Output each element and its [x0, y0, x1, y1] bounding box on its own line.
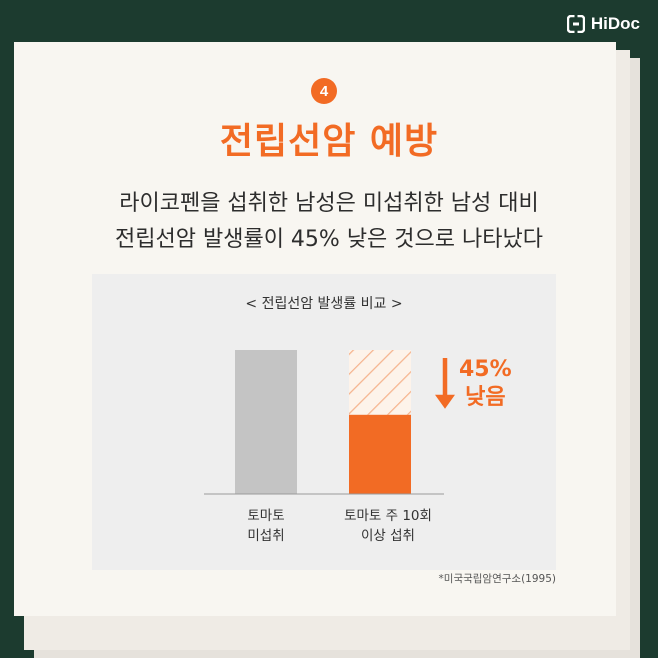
x-tick-label-treated: 토마토 주 10회 이상 섭취 [328, 506, 448, 546]
x-tick-label-line: 토마토 주 10회 [344, 508, 432, 524]
card-title: 전립선암 예방 [219, 121, 439, 162]
x-tick-label-line: 토마토 [247, 508, 285, 524]
chart-title: < 전립선암 발생률 비교 > [245, 296, 403, 312]
step-number-badge: 4 [311, 78, 337, 104]
x-tick-label-line: 이상 섭취 [361, 528, 415, 544]
bar-reduction-hatch [349, 350, 411, 415]
hidoc-logo-icon [566, 15, 585, 33]
brand-logo: HiDoc [566, 14, 640, 34]
reduction-percent-label: 45% [459, 357, 512, 382]
subtitle-line: 전립선암 발생률이 45% 낮은 것으로 나타났다 [115, 227, 543, 252]
source-footnote: *미국국립암연구소(1995) [438, 573, 556, 585]
chart-panel: < 전립선암 발생률 비교 > 토마토 미섭취 토마토 주 10회 이상 섭취 … [92, 274, 556, 570]
bar-treated [349, 414, 411, 494]
bar-chart [204, 350, 455, 495]
brand-name: HiDoc [590, 14, 640, 33]
subtitle-line: 라이코펜을 섭취한 남성은 미섭취한 남성 대비 [119, 191, 539, 216]
card-subtitle: 라이코펜을 섭취한 남성은 미섭취한 남성 대비 전립선암 발생률이 45% 낮… [0, 186, 658, 258]
reduction-text-label: 낮음 [465, 385, 506, 410]
reduction-arrow-head-icon [435, 394, 455, 409]
x-tick-label-control: 토마토 미섭취 [218, 506, 314, 546]
x-tick-label-line: 미섭취 [247, 528, 285, 544]
reduction-annotation: 45% 낮음 [459, 356, 512, 412]
bar-control [235, 350, 297, 494]
